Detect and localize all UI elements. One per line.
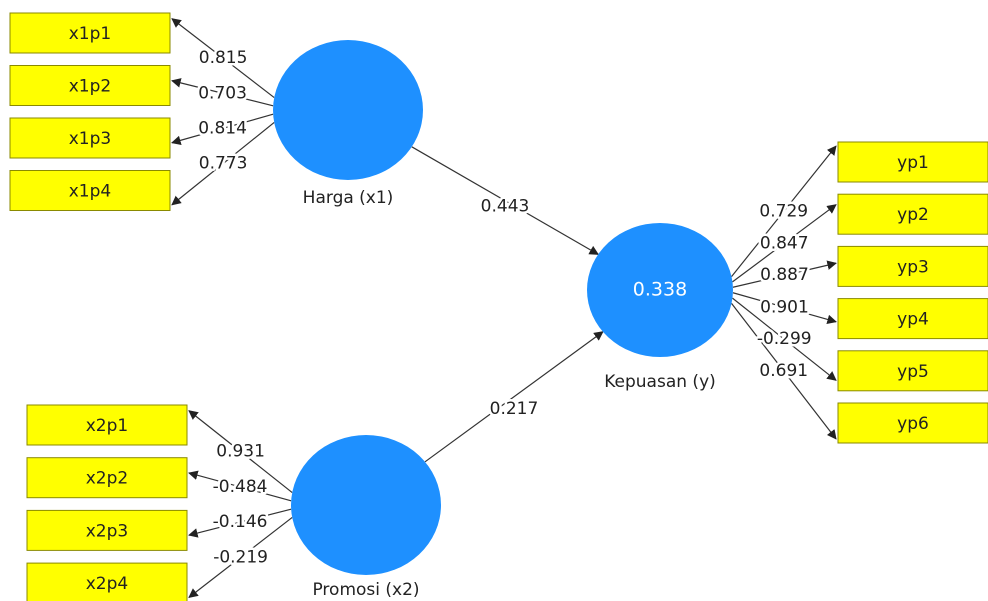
loading-value: 0.703 (198, 83, 247, 103)
loading-arrow (188, 516, 293, 598)
loading-arrow (188, 470, 292, 502)
edges (171, 18, 837, 598)
loading-value: 0.887 (760, 265, 809, 285)
indicator-box (9, 170, 171, 211)
loading-arrow (732, 297, 837, 381)
labels: Harga (x1) x1p1 0.815 x1p2 0.703 x1p3 0.814 x1p… (69, 24, 929, 600)
indicator-label: x2p3 (86, 521, 128, 541)
loading-value: 0.691 (759, 361, 808, 381)
indicator-label: x2p4 (86, 574, 128, 594)
loading-value: -0.484 (213, 477, 268, 497)
latent-variable (273, 40, 423, 180)
loading-arrow (171, 113, 274, 146)
loading-value: -0.299 (757, 329, 812, 349)
loading-arrow (171, 78, 274, 107)
indicator-label: x2p2 (86, 469, 128, 489)
loading-arrow (732, 260, 837, 288)
indicator-label: yp2 (897, 205, 929, 225)
loading-arrow (188, 410, 293, 494)
indicator-box (26, 562, 188, 601)
loading-arrow (732, 292, 837, 325)
loading-value: 0.847 (760, 233, 809, 253)
loading-value: 0.729 (759, 201, 808, 221)
path-coefficient: 0.443 (481, 197, 530, 217)
loading-value: 0.931 (216, 442, 265, 462)
loading-value: 0.814 (198, 118, 247, 138)
loading-arrow (188, 508, 292, 538)
indicator-box (26, 404, 188, 446)
latent-variable (587, 223, 733, 357)
loading-arrow (732, 204, 837, 283)
loading-arrow (731, 303, 837, 440)
path-arrow (411, 146, 600, 255)
indicator-box (837, 298, 988, 340)
indicator-label: x1p1 (69, 24, 111, 44)
indicator-box (26, 457, 188, 499)
r-squared: 0.338 (633, 279, 687, 301)
path-coefficient: 0.217 (490, 399, 539, 419)
latent-variable (291, 435, 441, 575)
indicator-box (837, 193, 988, 235)
indicator-box (837, 402, 988, 444)
indicator-label: yp4 (897, 310, 929, 330)
latent-variable-label: Harga (x1) (303, 188, 394, 208)
loading-value: 0.901 (760, 297, 809, 317)
loading-value: 0.773 (199, 154, 248, 174)
indicator-label: yp6 (897, 414, 929, 434)
indicator-label: yp5 (897, 362, 929, 382)
indicator-box (837, 245, 988, 287)
latent-variable-label: Promosi (x2) (312, 580, 419, 600)
indicator-label: x2p1 (86, 416, 128, 436)
loading-arrow (171, 18, 275, 99)
indicator-label: x1p2 (69, 77, 111, 97)
indicator-label: x1p4 (69, 182, 111, 202)
indicator-box (9, 117, 171, 159)
loading-value: -0.146 (213, 512, 268, 532)
path-arrow (424, 331, 604, 463)
indicator-label: yp3 (897, 257, 929, 277)
indicator-label: yp1 (897, 153, 929, 173)
loading-arrow (171, 121, 275, 206)
loading-arrow (731, 145, 837, 277)
indicator-label: x1p3 (69, 129, 111, 149)
indicator-box (837, 141, 988, 183)
indicator-box (9, 65, 171, 106)
indicator-box (9, 12, 171, 54)
indicator-box (837, 350, 988, 392)
loading-value: -0.219 (213, 547, 268, 567)
indicator-box (26, 509, 188, 551)
nodes (9, 12, 988, 601)
latent-variable-label: Kepuasan (y) (604, 372, 716, 392)
loading-value: 0.815 (199, 48, 248, 68)
